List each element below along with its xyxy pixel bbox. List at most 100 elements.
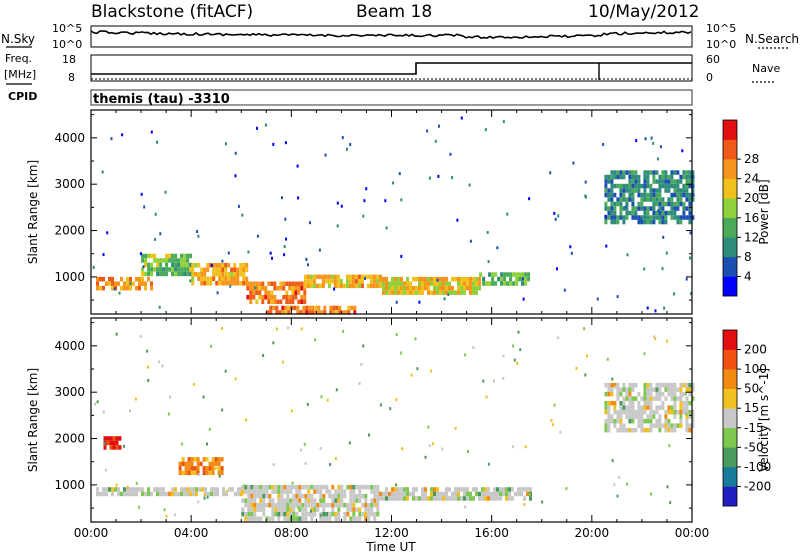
power-cell — [457, 290, 460, 295]
velocity-cell — [306, 402, 309, 406]
power-cell — [400, 276, 403, 282]
power-cell — [212, 267, 216, 272]
power-cell — [430, 290, 433, 295]
velocity-cell — [559, 430, 562, 434]
velocity-cell — [262, 507, 266, 512]
velocity-cell — [653, 335, 656, 339]
velocity-cell — [361, 484, 365, 490]
power-cell — [625, 210, 629, 216]
power-cell — [688, 219, 692, 225]
velocity-cell — [631, 400, 635, 406]
velocity-cell — [202, 395, 205, 399]
velocity-cell — [304, 493, 308, 499]
velocity-cell — [685, 396, 689, 401]
velocity-cell — [622, 400, 626, 406]
velocity-colorbar-tick-label: 100 — [744, 362, 767, 376]
velocity-cell — [247, 489, 251, 494]
power-cell — [494, 281, 498, 286]
velocity-cell — [649, 427, 653, 433]
power-cell — [224, 267, 228, 272]
velocity-cell — [259, 507, 263, 512]
velocity-cell — [410, 373, 413, 377]
velocity-cell — [99, 491, 102, 497]
freq-right-tick-bottom: 0 — [706, 71, 713, 84]
velocity-cell — [655, 382, 659, 388]
power-cell — [502, 120, 505, 124]
power-cell — [256, 234, 259, 238]
power-colorbar-swatch — [723, 276, 737, 297]
velocity-cell — [637, 423, 641, 428]
velocity-cell — [376, 511, 380, 517]
velocity-cell — [310, 511, 314, 517]
velocity-cell — [643, 396, 647, 401]
velocity-cell — [343, 502, 347, 508]
velocity-cell — [144, 491, 147, 497]
power-cell — [661, 174, 665, 180]
power-cell — [486, 231, 489, 234]
velocity-cell — [401, 447, 404, 451]
velocity-cell — [135, 481, 138, 485]
velocity-cell — [247, 493, 251, 499]
power-cell — [229, 284, 232, 288]
velocity-cell — [234, 377, 237, 381]
power-cell — [610, 210, 614, 216]
velocity-cell — [147, 487, 150, 492]
power-cell — [500, 272, 504, 277]
power-cell — [521, 281, 525, 286]
velocity-cell — [610, 414, 614, 419]
power-cell — [348, 283, 352, 289]
velocity-cell — [310, 493, 314, 499]
power-cell — [177, 262, 181, 268]
velocity-cell — [400, 496, 403, 501]
velocity-cell — [466, 487, 469, 492]
velocity-cell — [187, 470, 191, 476]
power-cell — [643, 183, 647, 189]
power-cell — [637, 183, 641, 189]
velocity-cell — [667, 427, 671, 433]
velocity-cell — [272, 463, 275, 467]
power-cell — [652, 219, 656, 225]
velocity-cell — [631, 382, 635, 388]
velocity-cell — [367, 484, 371, 490]
power-cell — [150, 130, 153, 134]
velocity-cell — [304, 502, 308, 508]
power-cell — [315, 283, 319, 289]
velocity-cell — [667, 391, 671, 397]
power-cell — [488, 281, 492, 286]
power-cell — [634, 210, 638, 216]
velocity-cell — [214, 461, 218, 467]
power-cell — [655, 179, 659, 184]
velocity-cell — [691, 418, 695, 424]
power-cell — [174, 262, 178, 268]
power-cell — [689, 231, 692, 235]
velocity-cell — [274, 511, 278, 517]
velocity-cell — [104, 468, 107, 472]
power-cell — [688, 193, 691, 197]
velocity-cell — [451, 491, 454, 497]
velocity-cell — [352, 489, 356, 494]
velocity-cell — [625, 387, 629, 392]
power-cell — [345, 274, 349, 280]
power-cell — [670, 201, 674, 207]
velocity-cell — [225, 489, 228, 493]
velocity-cell — [222, 491, 225, 497]
velocity-cell — [625, 409, 629, 415]
power-cell — [527, 276, 531, 282]
power-cell — [335, 305, 339, 311]
power-cell — [254, 286, 257, 290]
velocity-cell — [328, 489, 332, 494]
velocity-cell — [334, 498, 338, 503]
power-cell — [233, 272, 237, 277]
velocity-cell — [337, 502, 341, 508]
velocity-cell — [373, 516, 377, 521]
velocity-cell — [187, 461, 191, 467]
power-cell — [607, 206, 611, 211]
velocity-ytick-label: 2000 — [54, 432, 85, 446]
power-cell — [527, 272, 531, 277]
power-cell — [503, 276, 507, 282]
power-cell — [685, 179, 689, 184]
power-cell — [403, 285, 406, 291]
power-cell — [369, 279, 373, 284]
velocity-cell — [174, 491, 177, 497]
power-cell — [652, 141, 655, 145]
